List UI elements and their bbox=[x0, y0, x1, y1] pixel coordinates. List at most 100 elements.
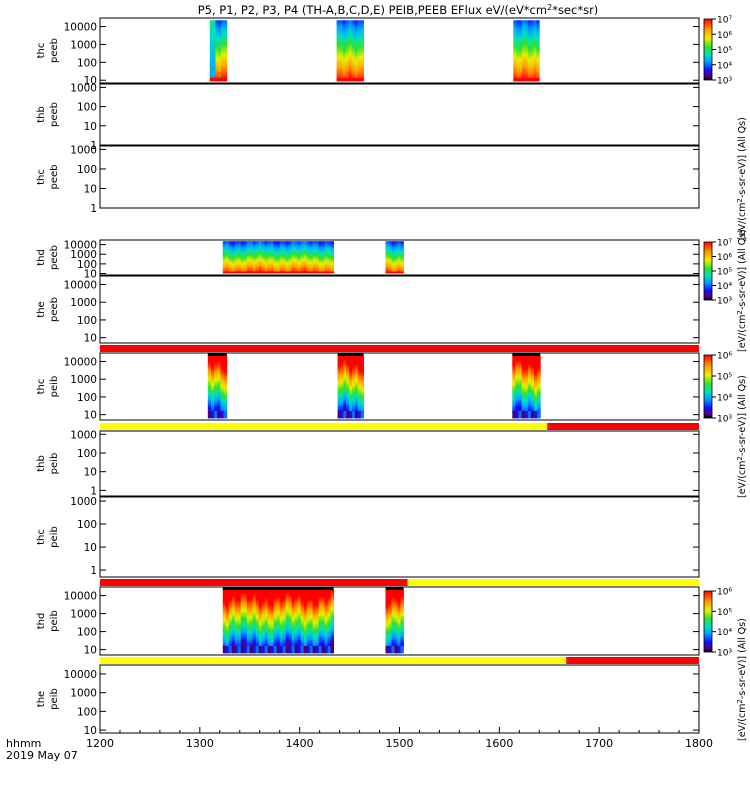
y-tick-label: 1000 bbox=[70, 297, 97, 309]
panel-frame bbox=[99, 275, 700, 344]
y-tick-label: 1000 bbox=[70, 374, 97, 386]
colorbar-tick-label: 10³ bbox=[717, 415, 732, 425]
y-tick-label: 100 bbox=[77, 392, 97, 404]
product-label: peeb bbox=[49, 165, 60, 190]
y-tick-label: 100 bbox=[77, 315, 97, 327]
spectrogram-block bbox=[336, 20, 364, 82]
y-tick-label: 10 bbox=[84, 269, 97, 281]
colorbar-tick-label: 10⁴ bbox=[717, 394, 732, 404]
y-tick-label: 1 bbox=[90, 203, 97, 215]
y-tick-label: 1 bbox=[90, 565, 97, 577]
product-label: peeb bbox=[49, 297, 60, 322]
block-top-marker bbox=[385, 587, 404, 590]
y-tick-label: 10 bbox=[84, 542, 97, 554]
panel-thc-peib: 1 10 100 1000 thc peib bbox=[36, 496, 700, 578]
y-tick-label: 100 bbox=[77, 259, 97, 271]
panel-thc-peeb: 1 10 100 1000 thc peeb bbox=[36, 144, 700, 215]
y-tick-label: 100 bbox=[77, 57, 97, 69]
colorbar-tick-label: 10⁷ bbox=[717, 239, 732, 249]
block-top-marker bbox=[337, 353, 364, 356]
x-tick-label: 1300 bbox=[186, 737, 214, 750]
status-segment bbox=[100, 579, 408, 586]
colorbars-layer: 10³ 10⁴ 10⁵ 10⁶ 10⁷ [eV/(cm2-s-sr-eV)] (All Q… bbox=[703, 16, 748, 741]
colorbar: 10³ 10⁴ 10⁵ 10⁶ [eV/(cm2-s-sr-eV)] (All Qs) bbox=[703, 352, 748, 498]
product-label: peib bbox=[49, 688, 60, 710]
status-bar bbox=[100, 345, 699, 352]
y-tick-label: 10 bbox=[84, 645, 97, 657]
status-bar bbox=[100, 423, 699, 430]
x-tick-label: 1700 bbox=[585, 737, 613, 750]
colorbar-tick-label: 10⁶ bbox=[717, 588, 732, 598]
panel-frame bbox=[99, 145, 700, 209]
panel-thb-peib: 1 10 100 1000 thb peib bbox=[36, 429, 700, 497]
y-tick-label: 1000 bbox=[70, 609, 97, 621]
x-axis: 1200 1300 1400 1500 1600 1700 1800 bbox=[86, 727, 713, 750]
colorbar-tick-label: 10³ bbox=[717, 77, 732, 87]
colorbar-tick-label: 10⁵ bbox=[717, 373, 732, 383]
block-top-marker bbox=[512, 353, 541, 356]
probe-label: thc bbox=[36, 379, 47, 395]
y-tick-label: 1000 bbox=[70, 82, 97, 94]
panel-thc-peib: 10 100 1000 10000 thc peib bbox=[36, 352, 700, 422]
panel-thb-peeb: 1 10 100 1000 thb peeb bbox=[36, 82, 700, 152]
probe-label: thb bbox=[36, 106, 47, 123]
spectrogram-block bbox=[513, 20, 540, 82]
y-tick-label: 100 bbox=[77, 627, 97, 639]
status-segment bbox=[566, 657, 699, 664]
colorbar-tick-label: 10⁷ bbox=[717, 16, 732, 26]
panel-the-peeb: 10 100 1000 10000 the peeb bbox=[36, 275, 700, 345]
y-tick-label: 10000 bbox=[64, 591, 97, 603]
spectrogram-block bbox=[222, 587, 335, 654]
colorbar-tick-label: 10⁶ bbox=[717, 352, 732, 362]
y-tick-label: 10 bbox=[84, 467, 97, 479]
y-tick-label: 10 bbox=[84, 75, 97, 87]
y-tick-label: 100 bbox=[77, 164, 97, 176]
colorbar-scale bbox=[703, 354, 713, 419]
colorbar-tick-label: 10⁴ bbox=[717, 61, 732, 71]
y-tick-label: 1 bbox=[90, 140, 97, 152]
product-label: peeb bbox=[49, 38, 60, 63]
x-tick-label: 1200 bbox=[86, 737, 114, 750]
product-label: peib bbox=[49, 453, 60, 475]
y-tick-label: 1 bbox=[90, 485, 97, 497]
x-tick-label: 1400 bbox=[286, 737, 314, 750]
panel-frame bbox=[99, 586, 700, 656]
panel-frame bbox=[99, 352, 700, 421]
colorbar-tick-label: 10⁴ bbox=[717, 628, 732, 638]
colorbar: 10³ 10⁴ 10⁵ 10⁶ [eV/(cm2-s-sr-eV)] (All Qs) bbox=[703, 588, 748, 741]
colorbar-label: [eV/(cm2-s-sr-eV)] (All Qs) bbox=[736, 375, 748, 498]
colorbar-tick-label: 10³ bbox=[717, 297, 732, 307]
colorbar-tick-label: 10⁴ bbox=[717, 282, 732, 292]
colorbar: 10³ 10⁴ 10⁵ 10⁶ 10⁷ [eV/(cm2-s-sr-eV)] (All Q… bbox=[703, 16, 748, 240]
status-segment bbox=[407, 579, 699, 586]
colorbar-scale bbox=[703, 18, 713, 81]
spectrogram-block bbox=[385, 587, 404, 654]
y-tick-label: 1000 bbox=[70, 39, 97, 51]
y-tick-label: 1000 bbox=[70, 249, 97, 261]
y-tick-label: 10 bbox=[84, 183, 97, 195]
spectrogram-block bbox=[207, 353, 228, 419]
panel-the-peib: 10 100 1000 10000 the peib bbox=[36, 664, 700, 737]
y-tick-label: 10000 bbox=[64, 240, 97, 252]
status-bars-layer bbox=[100, 345, 699, 664]
y-tick-label: 10 bbox=[84, 410, 97, 422]
spectrogram-block bbox=[385, 241, 404, 274]
probe-label: thd bbox=[36, 613, 47, 630]
y-tick-label: 1000 bbox=[70, 429, 97, 441]
status-bar bbox=[100, 657, 699, 664]
probe-label: thc bbox=[36, 529, 47, 545]
block-top-marker bbox=[207, 353, 227, 356]
x-tick-label: 1600 bbox=[485, 737, 513, 750]
y-tick-label: 10000 bbox=[64, 22, 97, 34]
y-tick-label: 10000 bbox=[64, 356, 97, 368]
colorbar-tick-label: 10⁵ bbox=[717, 46, 732, 56]
panel-frame bbox=[99, 430, 700, 497]
product-label: peeb bbox=[49, 102, 60, 127]
panel-thc-peeb: 10 100 1000 10000 thc peeb bbox=[36, 17, 700, 87]
figure-title: P5, P1, P2, P3, P4 (TH-A,B,C,D,E) PEIB,P… bbox=[198, 3, 599, 17]
probe-label: thc bbox=[36, 43, 47, 59]
status-bar bbox=[100, 579, 699, 586]
y-tick-label: 100 bbox=[77, 519, 97, 531]
colorbar-tick-label: 10⁵ bbox=[717, 268, 732, 278]
